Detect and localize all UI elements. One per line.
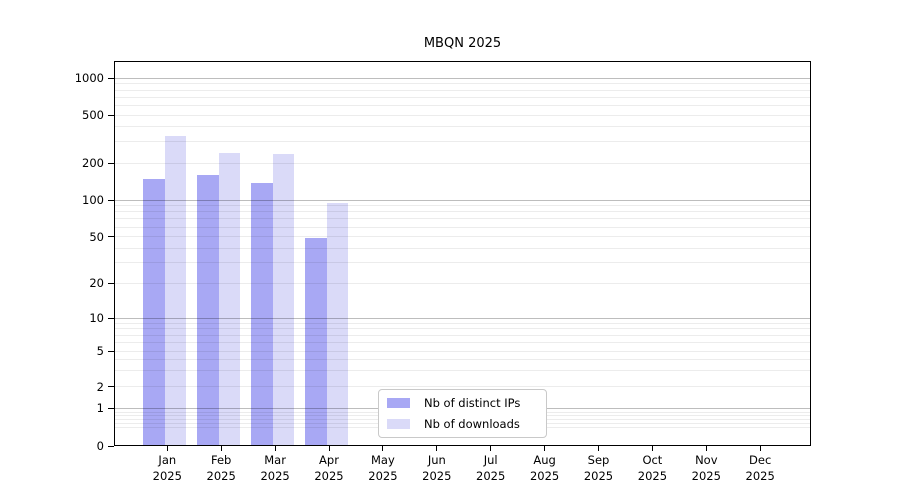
x-axis-tick-label: Sep 2025 (583, 453, 614, 483)
x-axis-tick-label: Feb 2025 (206, 453, 236, 483)
x-axis-tick-mark (382, 446, 384, 451)
gridline-minor (115, 322, 810, 324)
x-axis-tick-mark (436, 446, 438, 451)
gridline-minor (115, 350, 810, 352)
y-axis-tick-label: 1000 (74, 71, 104, 86)
x-axis-tick-mark (705, 446, 707, 451)
y-axis-tick-mark (108, 77, 114, 79)
y-axis-tick-mark (108, 407, 114, 409)
gridline-minor (115, 96, 810, 98)
y-axis-tick-label: 2 (96, 379, 104, 394)
y-axis-tick-mark (108, 386, 114, 388)
gridline-minor (115, 89, 810, 91)
x-axis-tick-label: Jun 2025 (422, 453, 452, 483)
y-axis-tick-label: 5 (96, 344, 104, 358)
gridline-minor (115, 83, 810, 85)
gridline-minor (115, 341, 810, 343)
x-axis-tick-label: Jul 2025 (476, 453, 506, 483)
legend: Nb of distinct IPs Nb of downloads (378, 389, 547, 438)
bar-downloads-jan (164, 136, 187, 445)
legend-swatch-downloads (387, 419, 410, 430)
gridline-minor (115, 236, 810, 238)
gridline-minor (115, 211, 810, 213)
x-axis-tick-mark (759, 446, 761, 451)
gridline-minor (115, 141, 810, 143)
x-axis-tick-label: Nov 2025 (691, 453, 721, 483)
x-axis-tick-label: Dec 2025 (745, 453, 775, 483)
legend-swatch-distinct-ips (387, 397, 410, 408)
y-axis-tick-mark (108, 236, 114, 238)
x-axis-tick-label: May 2025 (368, 453, 398, 483)
gridline-major (115, 77, 810, 79)
y-axis-tick-label: 0 (96, 439, 104, 453)
x-axis-tick-label: Jan 2025 (152, 453, 182, 483)
y-axis-tick-label: 200 (82, 156, 104, 171)
x-axis-tick-mark (598, 446, 599, 451)
bar-downloads-mar (272, 154, 295, 445)
x-axis-tick-label: Apr 2025 (314, 453, 344, 483)
x-axis-tick-label: Mar 2025 (260, 453, 290, 483)
gridline-minor (115, 262, 810, 264)
y-axis-tick-mark (108, 317, 114, 319)
x-axis-tick-mark (274, 446, 276, 451)
x-axis-tick-mark (328, 446, 330, 451)
bar-distinct-ips-jan (143, 178, 165, 445)
bar-distinct-ips-mar (251, 182, 273, 445)
bar-downloads-feb (218, 152, 241, 445)
x-axis-tick-mark (544, 446, 546, 451)
y-axis-tick-label: 50 (89, 229, 104, 244)
gridline-major (115, 199, 810, 201)
gridline-minor (115, 370, 810, 372)
bar-downloads-apr (326, 203, 348, 445)
gridline-minor (115, 282, 810, 284)
x-axis-tick-label: Aug 2025 (529, 453, 560, 483)
y-axis-tick-label: 100 (82, 193, 104, 207)
legend-label-distinct-ips: Nb of distinct IPs (424, 395, 521, 410)
gridline-minor (115, 218, 810, 220)
gridline-minor (115, 205, 810, 207)
y-axis-tick-mark (108, 350, 114, 352)
y-axis-tick-label: 20 (89, 276, 104, 291)
bar-distinct-ips-apr (305, 237, 327, 445)
x-axis-tick-mark (651, 446, 653, 451)
legend-item-downloads: Nb of downloads (385, 416, 540, 434)
y-axis-tick-mark (108, 282, 114, 284)
gridline-minor (115, 104, 810, 106)
y-axis-tick-mark (108, 445, 114, 447)
gridline-minor (115, 162, 810, 164)
gridline-minor (115, 328, 810, 330)
gridline-minor (115, 334, 810, 336)
gridline-minor (115, 226, 810, 228)
y-axis-tick-mark (108, 162, 114, 164)
x-axis-tick-mark (490, 446, 492, 451)
bar-distinct-ips-feb (197, 175, 219, 445)
y-axis-tick-label: 500 (82, 108, 104, 122)
gridline-major (115, 317, 810, 319)
y-axis-tick-mark (108, 114, 114, 116)
y-axis-tick-label: 10 (89, 311, 104, 326)
chart-title: MBQN 2025 (423, 36, 502, 51)
legend-label-downloads: Nb of downloads (424, 417, 520, 432)
y-axis-tick-mark (108, 199, 114, 201)
x-axis-tick-mark (166, 446, 168, 451)
gridline-minor (115, 359, 810, 361)
gridline-minor (115, 386, 810, 388)
x-axis-tick-mark (220, 446, 222, 451)
legend-item-distinct-ips: Nb of distinct IPs (385, 394, 540, 412)
x-axis-tick-label: Oct 2025 (637, 453, 668, 483)
gridline-minor (115, 247, 810, 249)
gridline-minor (115, 126, 810, 128)
gridline-minor (115, 114, 810, 116)
y-axis-tick-label: 1 (96, 401, 104, 416)
